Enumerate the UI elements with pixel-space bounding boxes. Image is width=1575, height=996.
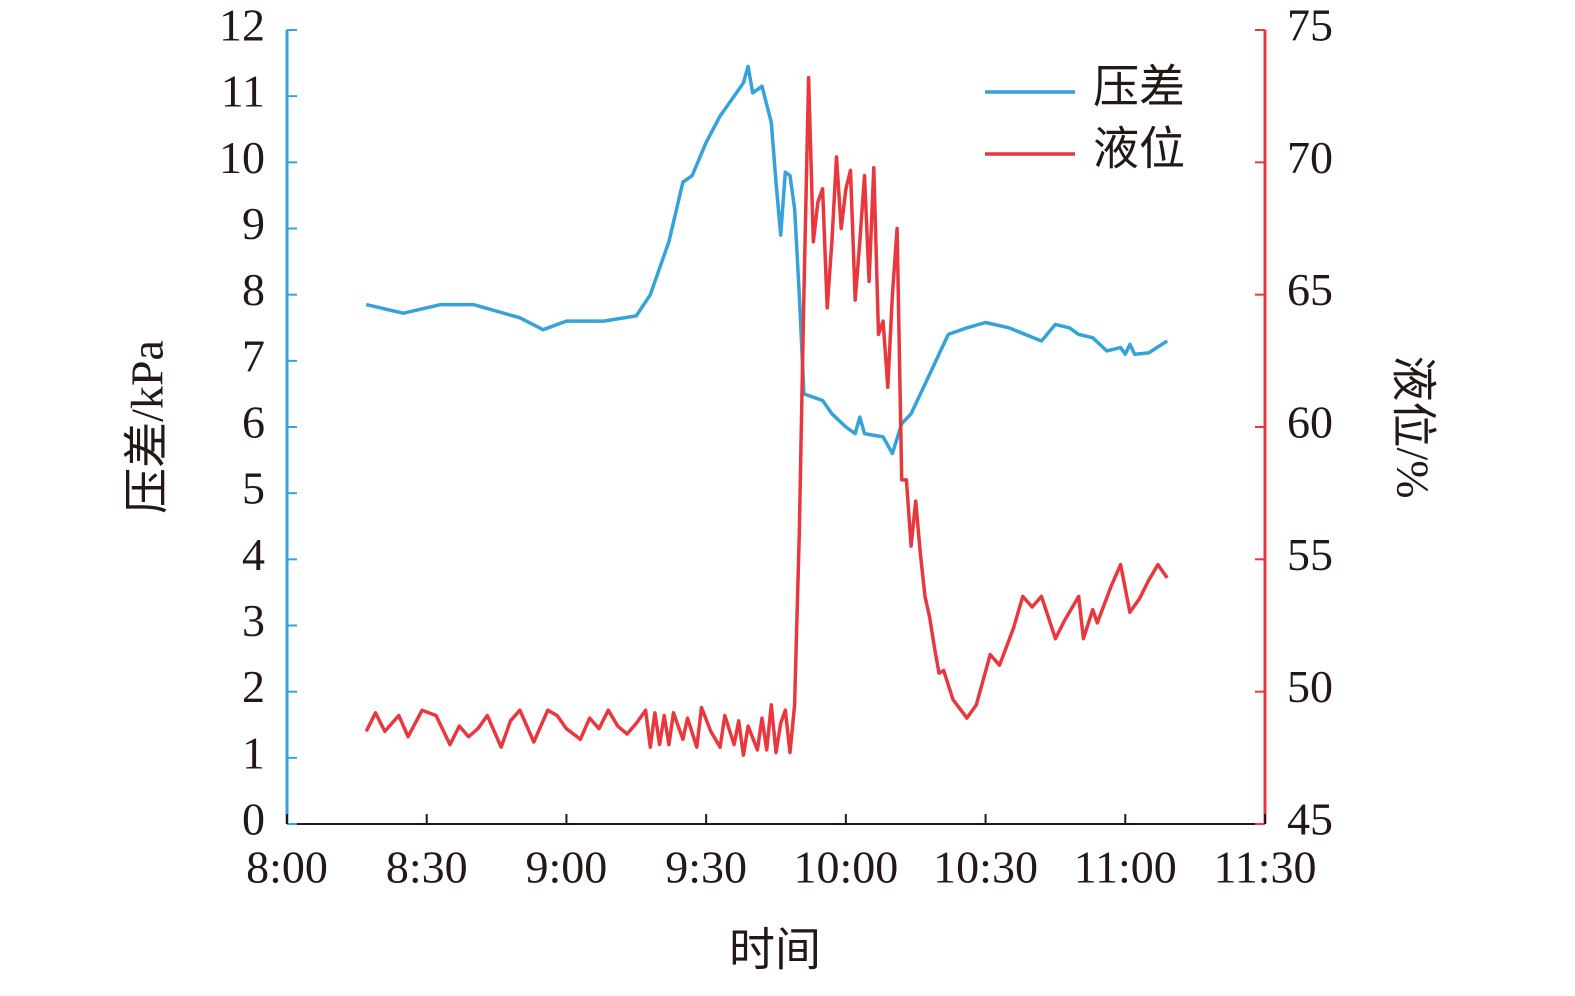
x-axis-label: 时间: [729, 925, 821, 976]
y-tick-label: 6: [242, 397, 265, 448]
y2-tick-label: 50: [1287, 661, 1333, 712]
y-tick-label: 10: [219, 132, 265, 183]
y2-tick-label: 65: [1287, 264, 1333, 315]
legend-label: 压差: [1093, 62, 1185, 113]
y-tick-label: 1: [242, 727, 265, 778]
y-tick-label: 7: [242, 330, 265, 381]
y-tick-label: 5: [242, 463, 265, 514]
y2-tick-label: 70: [1287, 132, 1333, 183]
y-tick-label: 3: [242, 595, 265, 646]
y2-tick-label: 60: [1287, 397, 1333, 448]
y-tick-label: 0: [242, 794, 265, 845]
x-tick-label: 9:00: [526, 842, 608, 893]
y-tick-label: 12: [219, 0, 265, 51]
x-tick-label: 10:00: [793, 842, 898, 893]
series-line: [365, 64, 1169, 456]
y-axis-label: 压差/kPa: [122, 340, 173, 514]
x-tick-label: 8:30: [386, 842, 468, 893]
x-tick-label: 10:30: [933, 842, 1038, 893]
y2-tick-label: 55: [1287, 529, 1333, 580]
legend-label: 液位: [1093, 124, 1185, 175]
y2-tick-label: 75: [1287, 0, 1333, 51]
series-line: [364, 75, 1169, 757]
y-tick-label: 4: [242, 529, 265, 580]
y2-axis-label: 液位/%: [1387, 355, 1438, 498]
y-tick-label: 8: [242, 264, 265, 315]
y-tick-label: 2: [242, 661, 265, 712]
y-tick-label: 9: [242, 198, 265, 249]
x-tick-label: 11:30: [1213, 842, 1316, 893]
x-tick-label: 9:30: [665, 842, 747, 893]
y-tick-label: 11: [221, 66, 265, 117]
x-tick-label: 8:00: [246, 842, 328, 893]
x-tick-label: 11:00: [1074, 842, 1177, 893]
y2-tick-label: 45: [1287, 794, 1333, 845]
